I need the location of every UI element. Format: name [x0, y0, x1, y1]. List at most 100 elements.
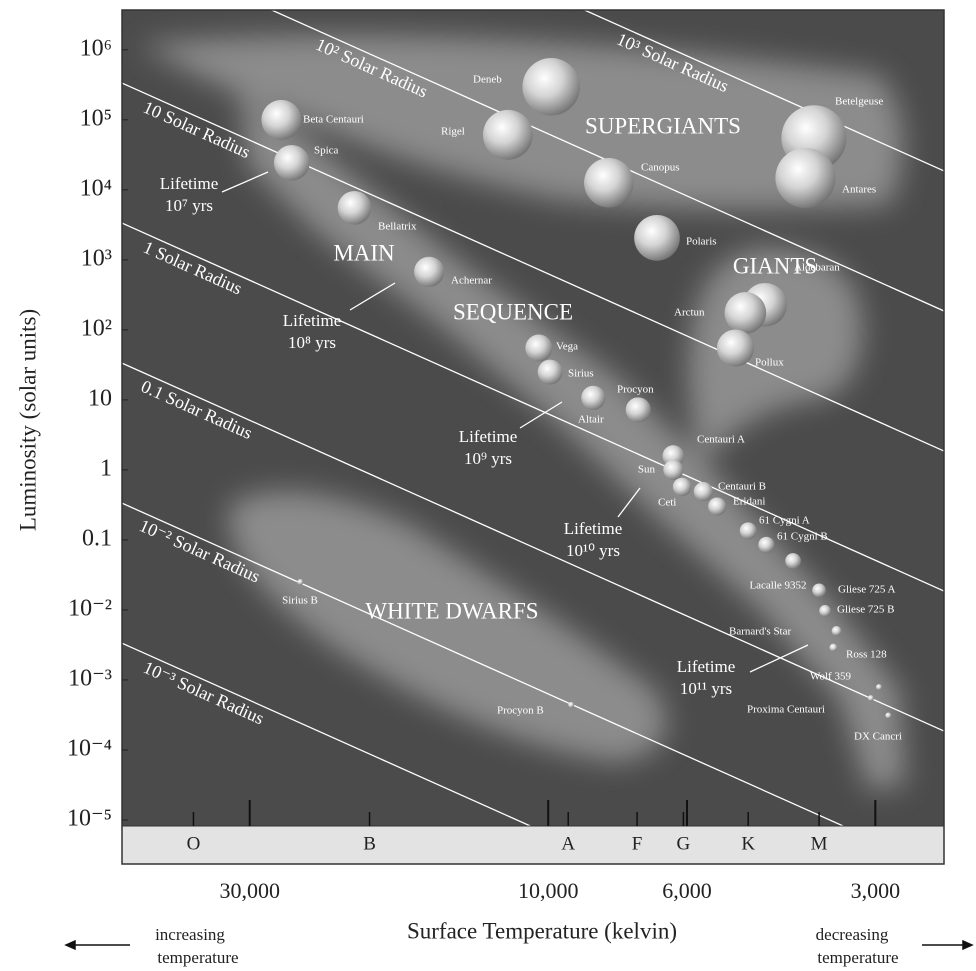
star [581, 386, 605, 410]
spectral-class: B [363, 833, 376, 854]
star [868, 695, 874, 701]
star-label: Sirius [568, 368, 594, 380]
star-label: Pollux [755, 357, 784, 369]
chart: Luminosity (solar units) Surface Tempera… [0, 0, 976, 971]
lifetime-label: Lifetime [283, 311, 342, 330]
star-label: Canopus [641, 162, 680, 174]
star [708, 497, 726, 515]
star [758, 537, 774, 553]
star-label: Achernar [451, 275, 492, 287]
star [414, 257, 444, 287]
star [694, 482, 713, 501]
star [297, 579, 303, 585]
star-label: Sun [638, 464, 656, 476]
region-label: SEQUENCE [453, 299, 573, 324]
star [812, 584, 826, 598]
spectral-class: M [811, 833, 828, 854]
x-tick-label: 10,000 [518, 878, 579, 903]
star-label: DX Cancri [854, 731, 902, 743]
star-label: Barnard's Star [729, 626, 791, 638]
y-tick-label: 10³ [81, 245, 112, 271]
star [626, 397, 651, 422]
star [785, 553, 801, 569]
star-label: Centauri A [697, 434, 745, 446]
x-tick-label: 6,000 [662, 878, 712, 903]
star [261, 100, 301, 140]
star [885, 713, 891, 719]
lifetime-label: Lifetime [459, 427, 518, 446]
star-label: Arctun [674, 307, 705, 319]
spectral-class: O [187, 833, 201, 854]
star-label: Antares [842, 184, 876, 196]
y-tick-label: 10 [88, 385, 112, 411]
star-label: Vega [556, 341, 578, 353]
lifetime-label: Lifetime [677, 657, 736, 676]
spectral-class: G [677, 833, 691, 854]
spectral-class: A [561, 833, 575, 854]
note: decreasing [816, 925, 889, 944]
star-label: 61 Cygni A [759, 515, 810, 527]
star-label: Wolf 359 [810, 671, 851, 683]
y-tick-label: 10⁴ [80, 175, 112, 201]
lifetime-label: 10¹⁰ yrs [566, 541, 620, 560]
region-label: WHITE DWARFS [365, 598, 538, 623]
note: temperature [817, 948, 898, 967]
star [634, 215, 680, 261]
star-label: Altair [578, 414, 604, 426]
region-label: MAIN [333, 240, 395, 265]
y-tick-label: 10² [81, 315, 112, 341]
note: temperature [157, 948, 238, 967]
star-label: Betelgeuse [835, 96, 883, 108]
star-label: Spica [314, 145, 339, 157]
star [717, 329, 754, 366]
star-label: 61 Cygni B [777, 531, 828, 543]
lifetime-label: 10⁸ yrs [288, 333, 336, 352]
star [829, 644, 837, 652]
star-label: Procyon B [497, 705, 544, 717]
star [725, 292, 767, 334]
star-label: Bellatrix [378, 221, 417, 233]
star-label: Rigel [441, 126, 465, 138]
x-tick-label: 30,000 [219, 878, 280, 903]
star [775, 148, 835, 208]
star-label: Eridani [733, 496, 765, 508]
star-label: Beta Centauri [303, 114, 364, 126]
y-tick-label: 10⁻³ [68, 665, 112, 691]
star [522, 58, 580, 116]
star-label: Aldebaran [794, 262, 840, 274]
y-tick-label: 0.1 [82, 525, 112, 551]
y-tick-label: 1 [100, 455, 112, 481]
star-label: Procyon [617, 384, 654, 396]
note: increasing [155, 925, 225, 944]
lifetime-label: 10⁹ yrs [464, 449, 512, 468]
star-label: Lacalle 9352 [749, 580, 806, 592]
star-label: Gliese 725 A [838, 584, 895, 596]
y-tick-label: 10⁶ [80, 35, 112, 61]
star [876, 684, 882, 690]
star [525, 335, 552, 362]
star-label: Sirius B [282, 595, 318, 607]
star-label: Proxima Centauri [747, 704, 825, 716]
star [819, 605, 831, 617]
y-axis-title: Luminosity (solar units) [15, 309, 40, 531]
region-label: SUPERGIANTS [585, 113, 741, 138]
star [740, 522, 757, 539]
star [538, 360, 563, 385]
star [673, 478, 691, 496]
spectral-class: K [741, 833, 755, 854]
star-label: Deneb [473, 74, 502, 86]
lifetime-label: Lifetime [564, 519, 623, 538]
spectral-class: F [632, 833, 643, 854]
lifetime-label: 10¹¹ yrs [680, 679, 732, 698]
star [274, 145, 310, 181]
star [584, 158, 634, 208]
star [663, 460, 683, 480]
star [568, 702, 574, 708]
y-tick-label: 10⁻⁵ [67, 805, 112, 831]
lifetime-label: 10⁷ yrs [165, 196, 213, 215]
star-label: Ross 128 [846, 649, 887, 661]
x-tick-label: 3,000 [851, 878, 901, 903]
y-tick-label: 10⁻⁴ [67, 735, 112, 761]
lifetime-label: Lifetime [160, 174, 219, 193]
star [338, 191, 372, 225]
